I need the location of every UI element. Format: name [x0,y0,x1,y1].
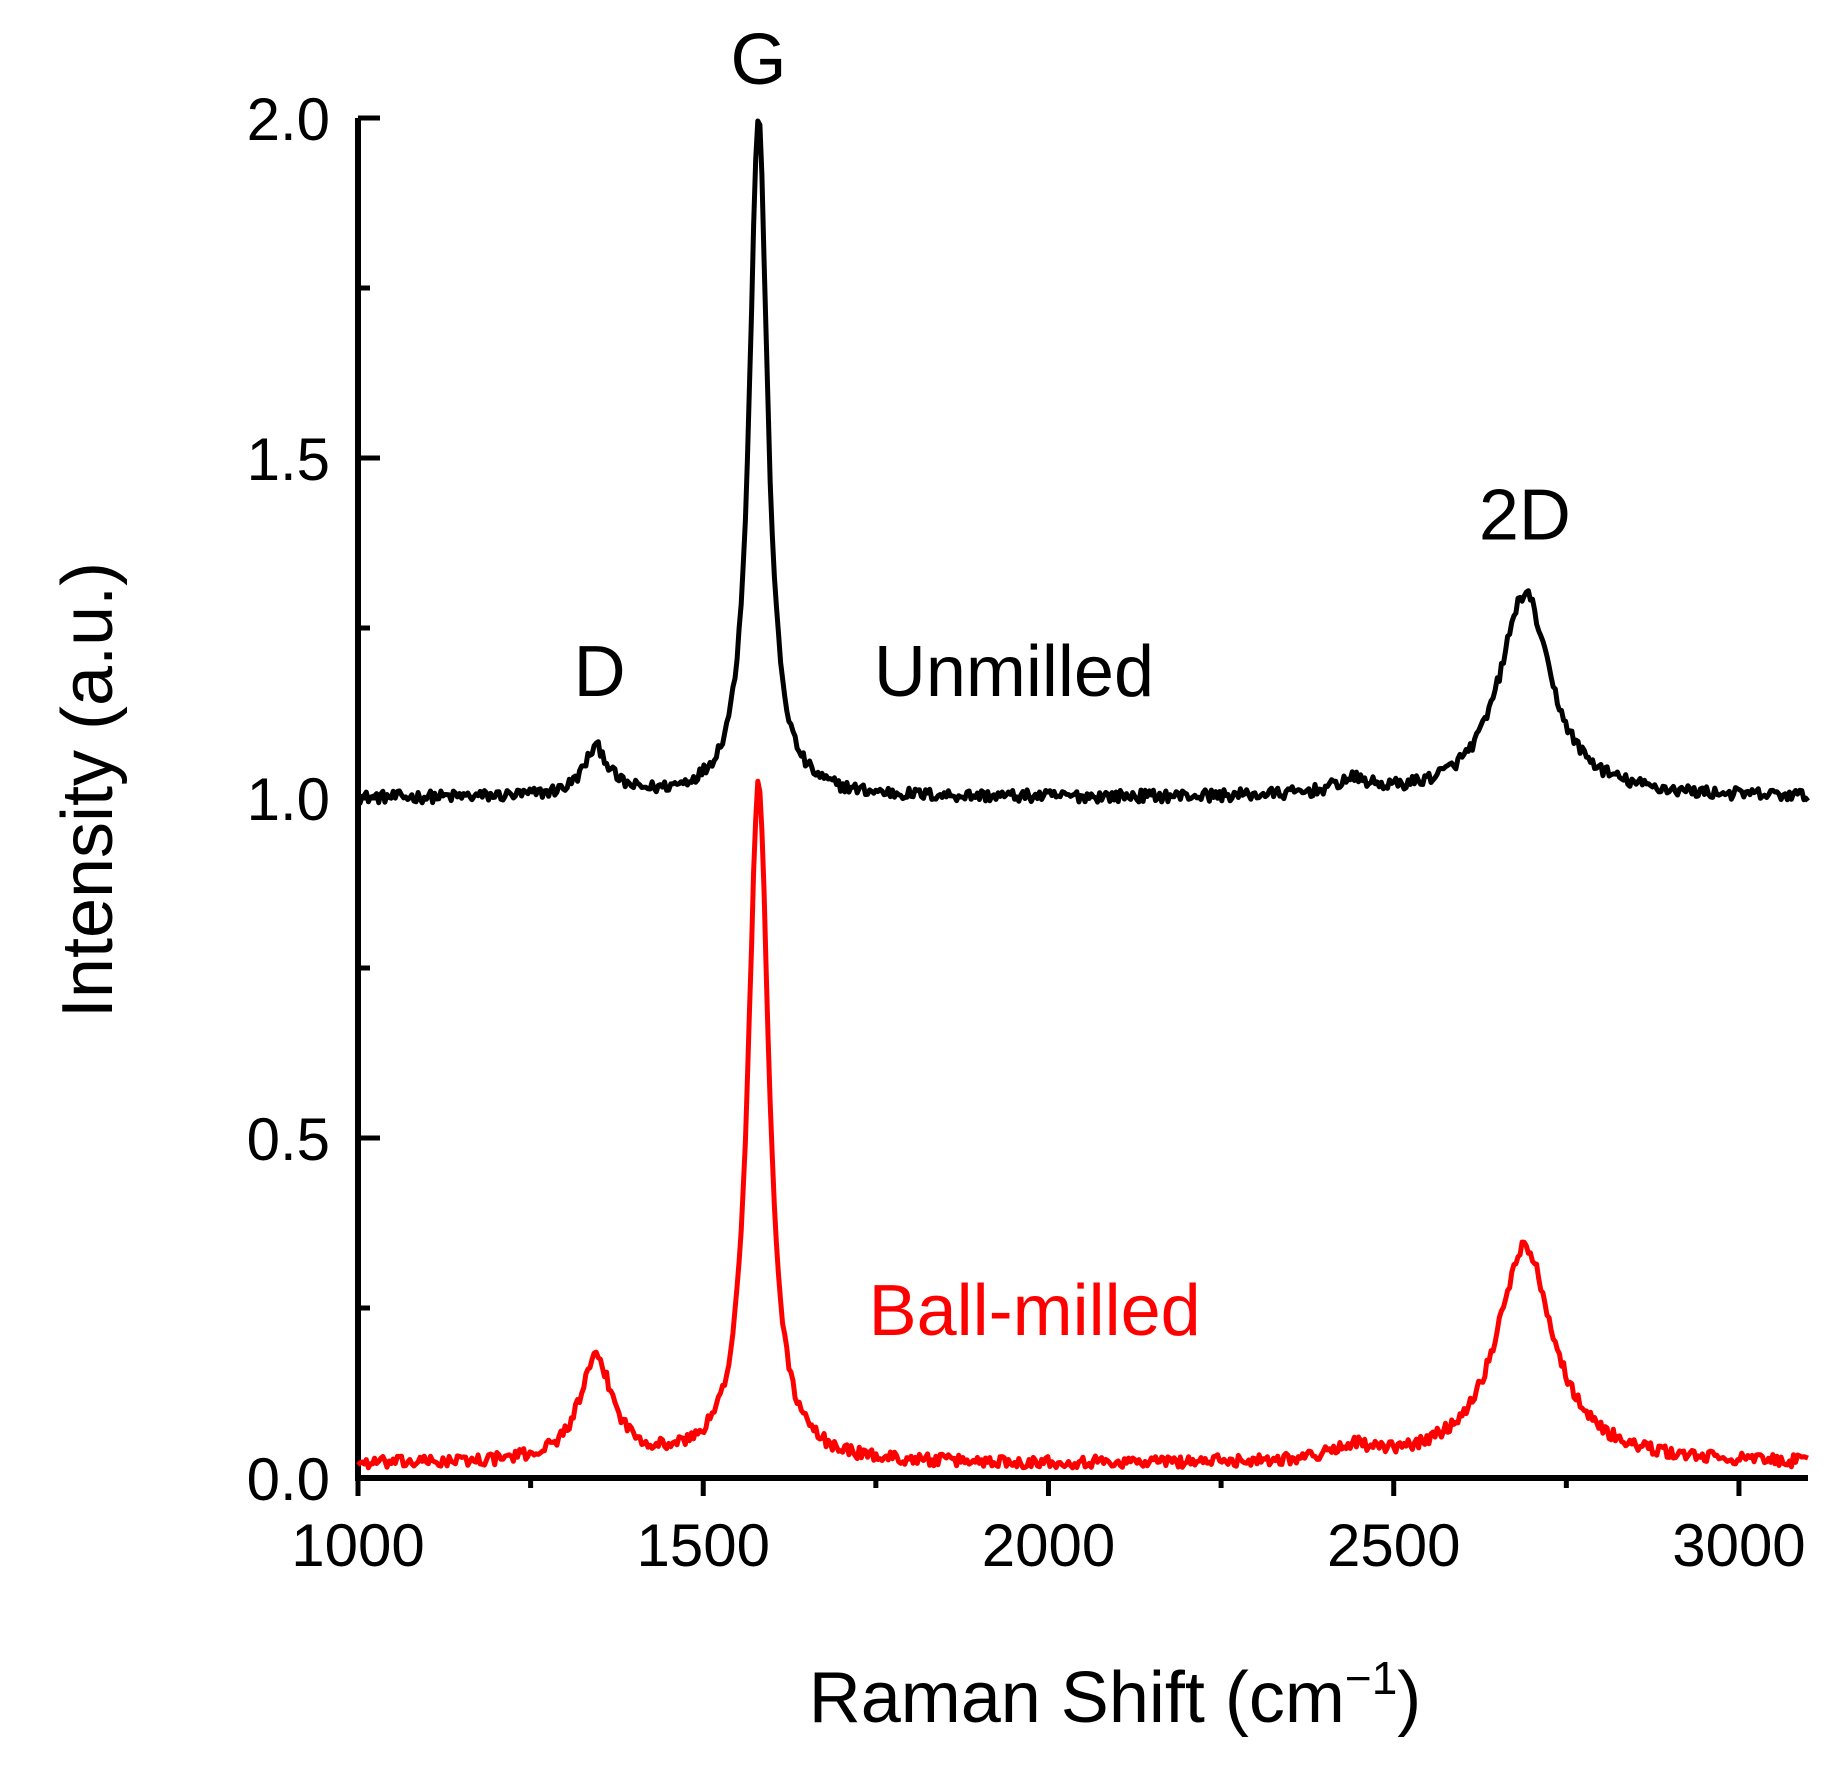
y-tick-label: 0.5 [247,1106,330,1173]
series-group [356,118,1810,1471]
series-label-unmilled: Unmilled [874,632,1154,712]
x-axis-title: Raman Shift (cm−1) [809,1652,1422,1738]
x-tick-label: 2000 [982,1512,1115,1579]
series-label-ball-milled: Ball-milled [869,1271,1201,1351]
x-tick-label: 3000 [1672,1512,1805,1579]
x-tick-label: 1000 [291,1512,424,1579]
y-tick-label: 0.0 [247,1446,330,1513]
y-tick-label: 1.0 [247,766,330,833]
ball-milled-series-line [356,778,1809,1471]
y-tick-label: 1.5 [247,426,330,493]
x-axis-title-end: ) [1397,1658,1421,1738]
x-axis-title-sup: −1 [1345,1652,1397,1704]
x-tick-label: 1500 [636,1512,769,1579]
y-tick-label: 2.0 [247,86,330,153]
unmilled-series-line [357,118,1810,806]
y-axis-title: Intensity (a.u.) [48,562,128,1018]
peak-label-g: G [730,20,786,100]
peak-label-2d: 2D [1479,476,1571,556]
x-tick-label: 2500 [1327,1512,1460,1579]
peak-label-d: D [574,632,626,712]
tick-labels: 1000 1500 2000 2500 3000 0.0 0.5 1.0 1.5 2.0 [247,86,1806,1579]
x-axis-title-main: Raman Shift (cm [809,1658,1345,1738]
